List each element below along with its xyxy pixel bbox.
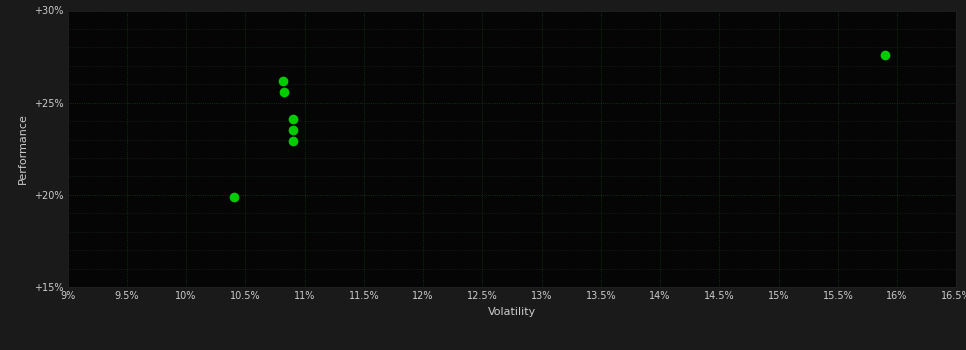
Point	[226, 194, 242, 199]
Point	[285, 139, 300, 144]
Point	[276, 89, 292, 95]
Point	[285, 127, 300, 133]
Point	[877, 52, 893, 57]
Point	[275, 78, 291, 83]
Y-axis label: Performance: Performance	[18, 113, 28, 184]
Point	[285, 117, 300, 122]
X-axis label: Volatility: Volatility	[488, 307, 536, 317]
